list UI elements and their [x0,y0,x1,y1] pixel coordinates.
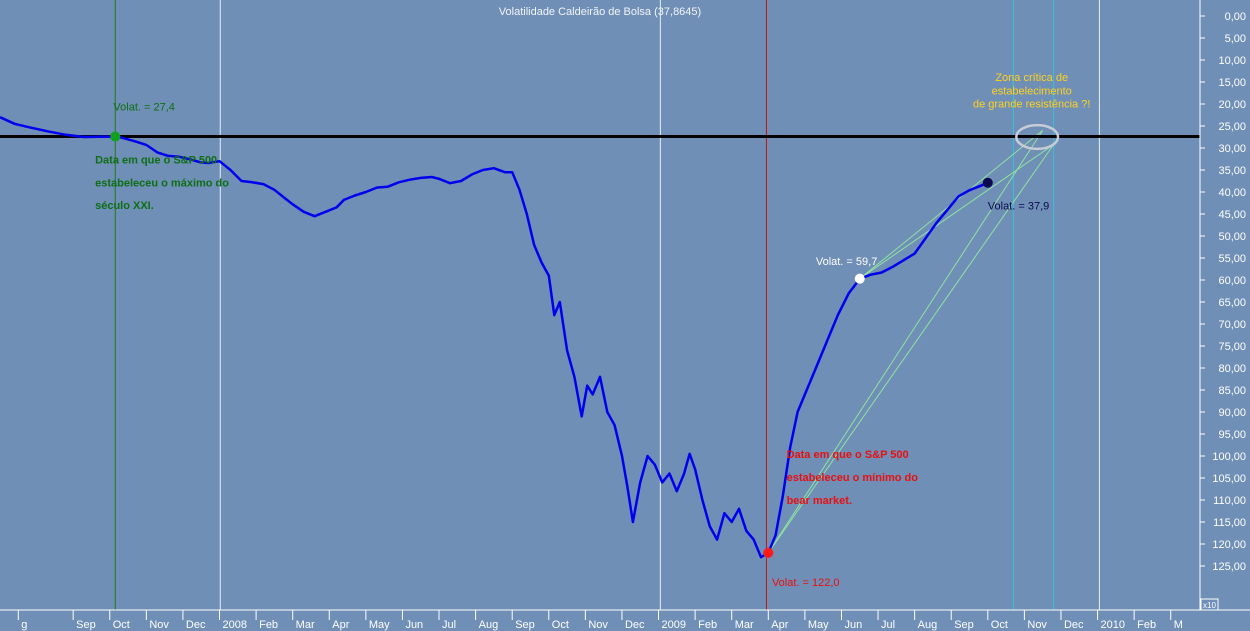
annotation-7: Volat. = 122,0 [772,577,840,589]
x-tick-label-5: 2008 [223,619,247,631]
x-tick-label-23: Jul [881,619,895,631]
x-tick-label-3: Nov [149,619,169,631]
x-tick-label-15: Nov [588,619,608,631]
y-tick-label-4: 20,00 [1218,99,1246,111]
marker-point-0 [110,131,121,142]
x-tick-label-22: Jun [844,619,862,631]
y-tick-label-15: 75,00 [1218,341,1246,353]
x-tick-label-21: May [808,619,829,631]
marker-point-3 [982,177,993,188]
annotation-8: Volat. = 59,7 [816,256,877,268]
y-tick-label-12: 60,00 [1218,275,1246,287]
x-tick-label-29: 2010 [1101,619,1125,631]
trend-line-1 [859,144,1054,280]
chart-title: Volatilidade Caldeirão de Bolsa (37,8645… [499,6,701,18]
y-axis-ticks: 0,00 5,00 10,00 15,00 20,00 25,00 30,00 35,00 40… [1200,11,1246,573]
y-tick-label-9: 45,00 [1218,209,1246,221]
y-tick-label-14: 70,00 [1218,319,1246,331]
x-tick-label-0: g [21,619,27,631]
marker-point-2 [854,273,865,284]
y-tick-label-10: 50,00 [1218,231,1246,243]
y-tick-label-7: 35,00 [1218,165,1246,177]
annotation-11: estabelecimento [992,85,1072,97]
annotations: Volat. = 27,4 Data em que o S&P 500 estabe… [95,72,1090,589]
y-tick-label-20: 100,00 [1212,451,1246,463]
y-tick-label-21: 105,00 [1212,473,1246,485]
y-tick-label-16: 80,00 [1218,363,1246,375]
annotation-4: Data em que o S&P 500 [787,449,909,461]
x-tick-label-30: Feb [1137,619,1156,631]
x-tick-label-19: Mar [735,619,754,631]
x-tick-label-4: Dec [186,619,206,631]
trend-line-2 [767,130,1044,554]
y-tick-label-2: 10,00 [1218,55,1246,67]
scale-box [1200,598,1219,611]
x-tick-label-26: Oct [991,619,1008,631]
y-tick-label-25: 125,00 [1212,561,1246,573]
x-axis-ticks: g Sep Oct Nov Dec 2008 Feb Mar Apr May Jun Jul Aug Se… [17,610,1183,631]
x-tick-label-18: Feb [698,619,717,631]
y-tick-label-19: 95,00 [1218,429,1246,441]
y-tick-label-3: 15,00 [1218,77,1246,89]
y-tick-label-6: 30,00 [1218,143,1246,155]
annotation-5: estabeleceu o mínimo do [787,472,919,484]
annotation-10: Zona crítica de [995,72,1068,84]
y-tick-label-23: 115,00 [1213,517,1246,529]
annotation-12: de grande resistência ?! [973,99,1090,111]
y-axis-panel [1200,0,1250,631]
x-tick-label-6: Feb [259,619,278,631]
y-tick-label-18: 90,00 [1218,407,1246,419]
y-tick-label-24: 120,00 [1212,539,1246,551]
x-tick-label-2: Oct [113,619,130,631]
y-tick-label-17: 85,00 [1218,385,1246,397]
x-tick-label-31: M [1174,619,1183,631]
x-tick-label-8: Apr [332,619,349,631]
y-tick-label-1: 5,00 [1225,33,1246,45]
critical-zone-ellipse [1015,123,1060,151]
annotation-1: Data em que o S&P 500 [95,154,217,166]
annotation-9: Volat. = 37,9 [988,201,1049,213]
vertical-lines [114,0,1100,610]
y-tick-label-0: 0,00 [1225,11,1246,23]
x-tick-label-1: Sep [76,619,96,631]
annotation-6: bear market. [787,495,852,507]
x-tick-label-17: 2009 [662,619,686,631]
marker-point-1 [763,547,774,558]
annotation-3: século XXI. [95,200,154,212]
x-tick-label-24: Aug [918,619,938,631]
scale-label: x10 [1203,601,1216,610]
y-tick-label-13: 65,00 [1218,297,1246,309]
x-tick-label-12: Aug [479,619,499,631]
x-tick-label-25: Sep [954,619,974,631]
annotation-2: estabeleceu o máximo do [95,177,229,189]
y-tick-label-22: 110,00 [1213,495,1246,507]
x-tick-label-27: Nov [1027,619,1047,631]
x-tick-label-11: Jul [442,619,456,631]
annotation-0: Volat. = 27,4 [113,102,174,114]
x-tick-label-10: Jun [405,619,423,631]
x-tick-label-9: May [369,619,390,631]
marker-points [110,131,993,558]
trend-line-3 [767,144,1055,554]
x-tick-label-16: Dec [625,619,645,631]
x-tick-label-13: Sep [515,619,535,631]
x-tick-label-28: Dec [1064,619,1084,631]
x-tick-label-20: Apr [771,619,788,631]
volatility-series-line [0,116,989,559]
y-tick-label-5: 25,00 [1218,121,1246,133]
x-tick-label-14: Oct [552,619,569,631]
trend-lines [767,130,1055,554]
y-tick-label-8: 40,00 [1218,187,1246,199]
y-tick-label-11: 55,00 [1218,253,1246,265]
x-tick-label-7: Mar [296,619,315,631]
